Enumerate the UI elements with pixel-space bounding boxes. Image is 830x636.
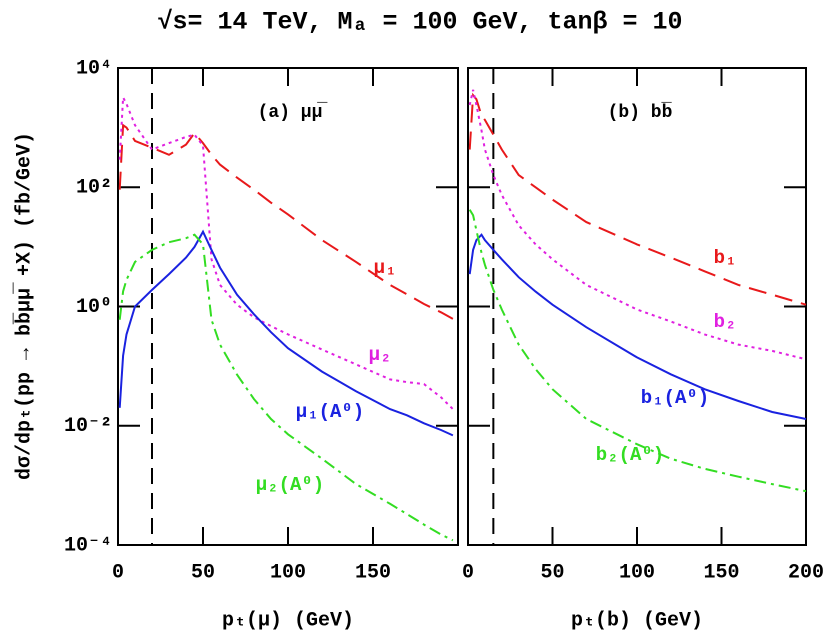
x-tick-label: 0: [112, 561, 124, 584]
y-tick-label: 10⁴: [76, 57, 112, 80]
x-tick-label: 100: [270, 561, 306, 584]
series-line: [118, 93, 454, 410]
series-label: μ₁: [374, 257, 397, 279]
x-axis-label: pₜ(μ) (GeV): [222, 609, 354, 632]
series-label: b₂: [714, 311, 737, 333]
series-line: [468, 209, 807, 493]
y-tick-label: 10⁰: [76, 296, 112, 319]
plot-frame: [467, 67, 807, 546]
chart-title: √s= 14 TeV, Mₐ = 100 GeV, tanβ = 10: [157, 8, 682, 37]
y-tick-label: 10²: [76, 177, 112, 200]
series-line: [468, 89, 807, 361]
series-line: [118, 233, 454, 542]
series-label: b₁(A⁰): [641, 387, 709, 409]
series-label: b₁: [714, 247, 737, 269]
series-label: μ₁(A⁰): [296, 401, 364, 423]
x-tick-label: 100: [619, 561, 655, 584]
series-line: [468, 233, 807, 420]
x-tick-label: 150: [703, 561, 739, 584]
x-tick-label: 50: [540, 561, 564, 584]
x-tick-label: 0: [462, 561, 474, 584]
y-axis-label: dσ/dpₜ(pp → bb̅μμ̅ +X) (fb/GeV): [12, 132, 36, 480]
series-line: [118, 123, 454, 320]
y-tick-label: 10⁻⁴: [64, 534, 112, 557]
series-line: [118, 229, 454, 437]
panel-annotation: (a) μμ̅: [258, 102, 329, 123]
series-label: μ₂(A⁰): [256, 474, 324, 496]
y-tick-label: 10⁻²: [64, 415, 112, 438]
x-tick-label: 50: [191, 561, 215, 584]
series-line: [468, 92, 807, 306]
series-label: μ₂: [369, 344, 392, 366]
panel-annotation: (b) bb̅: [608, 102, 673, 123]
series-label: b₂(A⁰): [596, 444, 664, 466]
x-axis-label: pₜ(b) (GeV): [571, 609, 703, 632]
x-tick-label: 150: [355, 561, 391, 584]
x-tick-label: 200: [788, 561, 824, 584]
